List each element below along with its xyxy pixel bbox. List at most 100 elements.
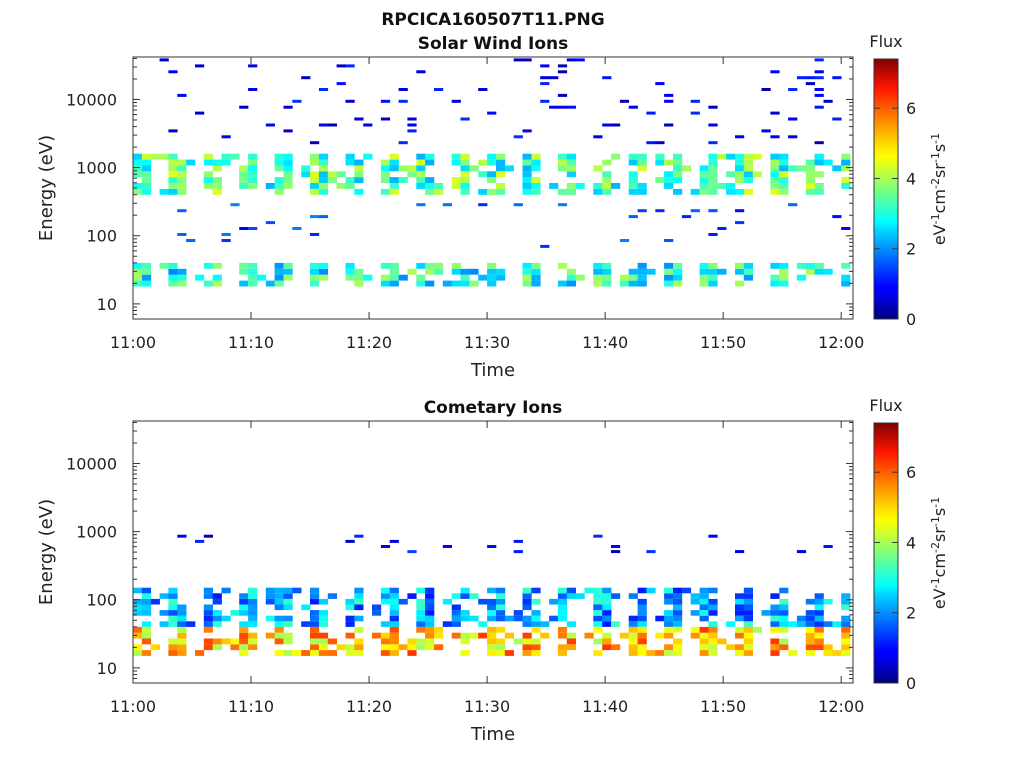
heatmap-cell — [593, 183, 603, 189]
heatmap-cell — [522, 587, 532, 594]
heatmap-cell — [637, 650, 647, 656]
heatmap-cell — [628, 188, 638, 195]
heatmap-cell — [566, 593, 576, 599]
heatmap-cell — [327, 593, 337, 599]
heatmap-cell — [318, 159, 329, 166]
heatmap-cell — [593, 135, 603, 139]
colorbar: Flux 0 2 4 6 eV-1cm-2sr-1s-1 — [869, 32, 949, 329]
heatmap-cell — [380, 638, 391, 645]
heatmap-cell — [673, 177, 683, 183]
heatmap-cell — [354, 188, 364, 195]
heatmap-cell — [398, 99, 408, 103]
heatmap-cell — [372, 610, 382, 616]
heatmap-cell — [380, 99, 391, 103]
heatmap-cell — [531, 159, 541, 166]
heatmap-cell — [717, 227, 727, 230]
heatmap-cell — [451, 593, 461, 599]
heatmap-cell — [248, 64, 258, 68]
heatmap-cells — [133, 534, 851, 656]
heatmap-cell — [628, 183, 638, 189]
heatmap-cell — [230, 610, 240, 616]
heatmap-cell — [743, 165, 753, 172]
heatmap-cell — [602, 638, 612, 645]
heatmap-cell — [221, 587, 231, 594]
heatmap-cell — [743, 188, 753, 195]
heatmap-cell — [566, 274, 576, 281]
heatmap-cell — [557, 153, 568, 160]
heatmap-cell — [743, 268, 753, 275]
heatmap-cell — [593, 638, 603, 645]
heatmap-cell — [354, 268, 364, 275]
heatmap-cell — [717, 638, 727, 645]
heatmap-cell — [451, 268, 461, 275]
heatmap-cell — [221, 638, 231, 645]
heatmap-cell — [265, 280, 275, 287]
heatmap-cell — [796, 621, 807, 627]
x-tick-label: 11:00 — [110, 333, 156, 352]
heatmap-cell — [177, 188, 187, 195]
heatmap-cell — [274, 274, 284, 281]
heatmap-cell — [805, 615, 815, 622]
heatmap-cell — [327, 650, 337, 656]
heatmap-cell — [451, 604, 461, 611]
heatmap-cell — [239, 227, 249, 230]
heatmap-cell — [177, 209, 187, 213]
heatmap-cell — [354, 593, 364, 599]
x-tick-label: 11:40 — [582, 333, 628, 352]
heatmap-cell — [637, 153, 647, 160]
heatmap-cell — [628, 177, 638, 183]
panel-cometary: Cometary Ions 11:00 11:10 11:20 11:30 11:40 1… — [36, 396, 949, 745]
heatmap-cell — [168, 644, 178, 651]
heatmap-cell — [310, 215, 320, 219]
heatmap-cell — [531, 650, 541, 656]
heatmap-cell — [637, 621, 647, 627]
heatmap-cell — [566, 159, 576, 166]
heatmap-cell — [690, 593, 700, 599]
heatmap-cell — [212, 598, 222, 605]
heatmap-cell — [434, 183, 444, 189]
heatmap-cell — [814, 159, 824, 166]
heatmap-cell — [664, 650, 674, 656]
heatmap-cell — [557, 610, 568, 616]
heatmap-cell — [814, 188, 824, 195]
heatmap-cell — [770, 650, 780, 656]
heatmap-cell — [407, 129, 417, 133]
heatmap-cell — [239, 177, 249, 183]
heatmap-cell — [708, 159, 718, 166]
heatmap-cell — [318, 153, 329, 160]
heatmap-cell — [469, 165, 479, 172]
heatmap-cell — [292, 227, 302, 230]
heatmap-cell — [318, 215, 329, 219]
heatmap-cell — [203, 534, 213, 538]
heatmap-cell — [283, 177, 293, 183]
heatmap-cell — [770, 171, 780, 178]
heatmap-cell — [389, 183, 399, 189]
heatmap-cell — [274, 598, 284, 605]
heatmap-cell — [796, 615, 807, 622]
heatmap-cell — [690, 188, 700, 195]
heatmap-cell — [141, 274, 152, 281]
heatmap-cell — [522, 644, 532, 651]
heatmap-cell — [637, 615, 647, 622]
heatmap-cell — [805, 650, 815, 656]
heatmap-cell — [345, 598, 355, 605]
heatmap-cell — [628, 159, 638, 166]
heatmap-cell — [602, 615, 612, 622]
heatmap-cell — [735, 598, 745, 605]
heatmap-cell — [531, 638, 541, 645]
heatmap-cell — [398, 598, 408, 605]
heatmap-cell — [168, 165, 178, 172]
y-tick-label: 10000 — [66, 454, 117, 473]
heatmap-cell — [487, 638, 497, 645]
heatmap-cell — [203, 153, 213, 160]
heatmap-cell — [531, 188, 541, 195]
heatmap-cell — [389, 274, 399, 281]
heatmap-cell — [788, 621, 798, 627]
heatmap-cell — [779, 615, 789, 622]
heatmap-cell — [248, 165, 258, 172]
heatmap-cell — [487, 153, 497, 160]
heatmap-cell — [283, 598, 293, 605]
colorbar-tick-label: 2 — [906, 604, 916, 623]
heatmap-cell — [212, 638, 222, 645]
heatmap-cell — [460, 610, 470, 616]
